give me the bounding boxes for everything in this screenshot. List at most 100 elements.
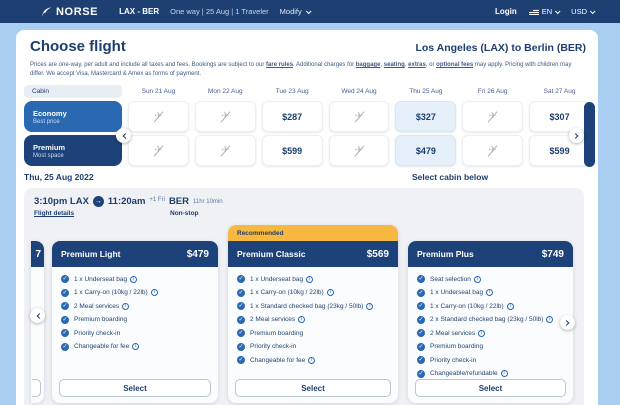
disclaimer-link[interactable]: optional fees — [436, 62, 474, 68]
select-button-fragment[interactable] — [32, 379, 41, 397]
chevron-down-icon — [555, 7, 561, 14]
info-icon[interactable]: i — [478, 329, 486, 337]
departure: 3:10pm LAX — [34, 196, 89, 207]
fare-card-premium-plus: Premium Plus $749 ✓ Seat selection i ✓ 1 x Und… — [408, 241, 573, 403]
check-icon: ✓ — [417, 275, 425, 283]
feature-text: Seat selection — [430, 275, 471, 283]
premium-row: Premium Most space ✈ ✈ $599 ✈ $479 ✈ $599 — [24, 135, 590, 166]
no-flight-icon: ✈ — [221, 144, 230, 156]
check-icon: ✓ — [237, 356, 245, 364]
no-flight-icon: ✈ — [488, 110, 497, 122]
price-cell[interactable]: $599 — [529, 135, 590, 166]
fare-price: $749 — [541, 248, 564, 260]
info-icon[interactable]: i — [473, 275, 481, 283]
feature-text: Changeable/refundable — [430, 370, 498, 377]
disclaimer-text: Prices are one-way, per adult and includ… — [30, 62, 267, 68]
disclaimer-link[interactable]: seating — [383, 62, 405, 68]
feature-item: ✓ 2 Meal services i — [61, 302, 210, 310]
price-cell[interactable]: $599 — [261, 135, 323, 166]
info-icon[interactable]: i — [506, 302, 514, 310]
no-flight-icon: ✈ — [154, 110, 163, 122]
feature-item: ✓ Premium boarding — [417, 342, 565, 351]
chevron-left-icon — [122, 132, 128, 139]
disclaimer-link[interactable]: fare rules — [266, 62, 294, 68]
price-cell[interactable]: $287 — [261, 101, 323, 132]
select-button[interactable]: Select — [235, 379, 391, 397]
login-button[interactable]: Login — [494, 7, 517, 16]
feature-item: ✓ 1 x Carry-on (10kg / 22lb) i — [417, 302, 565, 310]
info-icon[interactable]: i — [308, 356, 316, 364]
day-label: Tue 23 Aug — [275, 88, 309, 95]
no-flight-icon: ✈ — [354, 144, 364, 156]
flight-details-link[interactable]: Flight details — [34, 210, 75, 217]
fare-card-premium-light: Premium Light $479 ✓ 1 x Underseat bag i ✓ 1 x… — [52, 241, 218, 403]
cabin-subtitle: Most space — [33, 152, 64, 159]
info-icon[interactable]: i — [306, 275, 314, 283]
info-icon[interactable]: i — [546, 316, 554, 323]
cabin-tab-economy[interactable]: Economy Best price — [24, 101, 122, 132]
cabin-name: Premium — [33, 142, 66, 152]
cards-prev-button[interactable] — [30, 308, 45, 323]
feature-item: ✓ Premium boarding — [237, 329, 390, 337]
trip-summary: One way | 25 Aug | 1 Traveler — [170, 7, 269, 16]
economy-row: Economy Best price ✈ ✈ $287 ✈ $327 ✈ $307 — [24, 101, 590, 132]
main-panel: Choose flight Los Angeles (LAX) to Berli… — [16, 30, 598, 405]
cards-next-button[interactable] — [560, 315, 575, 330]
modify-button[interactable]: Modify — [280, 7, 312, 16]
info-icon[interactable]: i — [122, 302, 130, 310]
info-icon[interactable]: i — [150, 289, 158, 296]
fare-section: 3:10pm LAX → 11:20am +1 Fri BER 11hr 10m… — [24, 188, 584, 405]
check-icon: ✓ — [61, 275, 69, 283]
feature-text: 2 Meal services — [250, 316, 296, 323]
disclaimer-link[interactable]: baggage — [355, 62, 381, 68]
info-icon[interactable]: i — [130, 275, 138, 283]
info-icon[interactable]: i — [366, 302, 374, 310]
feature-text: 1 x Standard checked bag (23kg / 50lb) — [250, 302, 364, 310]
select-button[interactable]: Select — [59, 379, 211, 397]
feature-text: 1 x Carry-on (10kg / 22lb) — [430, 302, 504, 310]
no-flight-cell: ✈ — [328, 101, 390, 132]
currency-selector[interactable]: USD — [571, 7, 596, 16]
day-label: Sat 27 Aug — [543, 88, 576, 95]
price-cell[interactable]: $327 — [395, 101, 457, 132]
info-icon[interactable]: i — [298, 316, 306, 323]
info-icon[interactable]: i — [500, 370, 508, 377]
no-flight-icon: ✈ — [354, 110, 364, 122]
calendar-prev-button[interactable] — [116, 128, 131, 143]
check-icon: ✓ — [417, 315, 425, 324]
info-icon[interactable]: i — [486, 289, 494, 296]
flight-times: 3:10pm LAX → 11:20am +1 Fri BER 11hr 10m… — [34, 196, 223, 207]
language-selector[interactable]: EN — [528, 7, 561, 16]
check-icon: ✓ — [417, 369, 425, 378]
calendar-next-button[interactable] — [569, 128, 584, 143]
cabin-tab-premium[interactable]: Premium Most space — [24, 135, 122, 166]
price-cell[interactable]: $479 — [395, 135, 457, 166]
feature-text: Priority check-in — [250, 343, 297, 350]
chevron-down-icon — [589, 7, 596, 14]
select-button[interactable]: Select — [415, 379, 566, 397]
fare-name: Premium Light — [61, 249, 121, 259]
feature-item: ✓ 1 x Underseat bag i — [417, 288, 565, 297]
feature-item: ✓ Changeable for fee i — [61, 342, 210, 351]
next-date-peek — [584, 102, 595, 167]
fare-card-premium-classic: Recommended Premium Classic $569 ✓ 1 x Under… — [228, 225, 398, 403]
us-flag-icon — [528, 8, 539, 15]
no-flight-cell: ✈ — [462, 101, 524, 132]
no-flight-cell: ✈ — [328, 135, 390, 166]
disclaimer-link[interactable]: extras — [408, 62, 426, 68]
check-icon: ✓ — [237, 329, 245, 337]
chevron-left-icon — [36, 312, 42, 319]
norse-logo[interactable]: NORSE — [40, 6, 98, 18]
day-label: Fri 26 Aug — [477, 88, 508, 95]
check-icon: ✓ — [237, 302, 245, 310]
price-cell[interactable]: $307 — [529, 101, 590, 132]
check-icon: ✓ — [237, 288, 245, 297]
disclaimer: Prices are one-way, per adult and includ… — [30, 61, 586, 80]
fare-name: Premium Plus — [417, 249, 474, 259]
info-icon[interactable]: i — [326, 289, 334, 296]
feature-item: ✓ 1 x Carry-on (10kg / 22lb) i — [61, 288, 210, 297]
feature-item: ✓ Seat selection i — [417, 275, 565, 283]
feature-text: Priority check-in — [74, 329, 121, 337]
check-icon: ✓ — [61, 329, 69, 337]
info-icon[interactable]: i — [132, 343, 140, 350]
